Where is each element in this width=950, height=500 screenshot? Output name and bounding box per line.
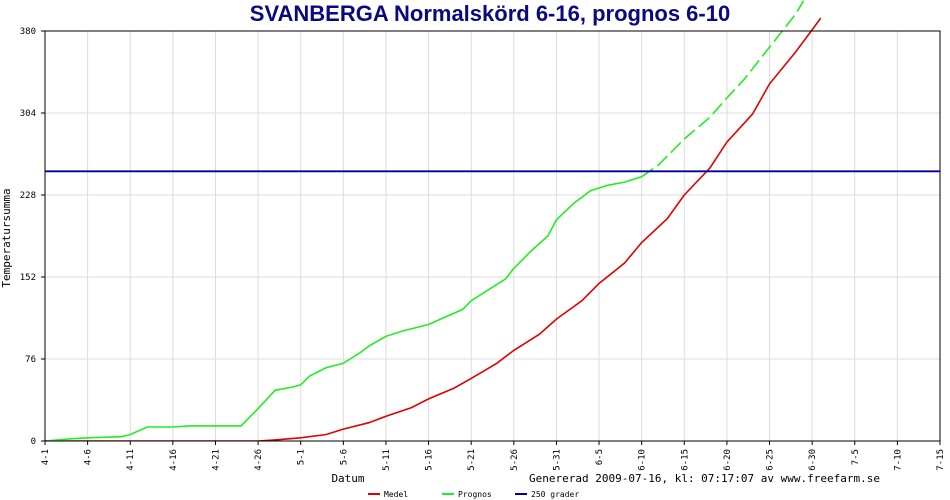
x-tick-label: 7-10: [893, 449, 903, 471]
x-tick-label: 4-1: [41, 449, 51, 465]
x-tick-label: 7-15: [936, 449, 946, 471]
legend-label-prognos: Prognos: [458, 490, 492, 499]
x-tick-label: 5-31: [552, 449, 562, 471]
x-axis-label: Datum: [331, 472, 364, 485]
legend-label-250-grader: 250 grader: [531, 490, 579, 499]
y-tick-labels: 0 76 152 228 304 380: [20, 27, 36, 447]
y-tick-label: 380: [20, 27, 36, 37]
y-tick-label: 304: [20, 109, 36, 119]
x-tick-label: 6-30: [808, 449, 818, 471]
x-tick-label: 6-20: [723, 449, 733, 471]
x-tick-label: 4-6: [84, 449, 94, 465]
footer-text: Genererad 2009-07-16, kl: 07:17:07 av ww…: [529, 472, 880, 485]
x-tick-label: 5-26: [510, 449, 520, 471]
y-tick-label: 152: [20, 273, 36, 283]
x-tick-label: 5-16: [425, 449, 435, 471]
series-line-prognos: [45, 175, 642, 441]
x-tick-label: 4-21: [211, 449, 221, 471]
y-axis-label: Temperatursumma: [0, 188, 13, 287]
axes: [41, 30, 941, 445]
x-tick-label: 5-1: [297, 449, 307, 465]
x-tick-labels: 4-1 4-6 4-11 4-16 4-21 4-26 5-1 5-6 5-11 5-16 5-21…: [41, 449, 946, 471]
y-tick-label: 76: [25, 355, 36, 365]
x-tick-label: 4-16: [169, 449, 179, 471]
x-tick-label: 6-10: [638, 449, 648, 471]
chart-title: SVANBERGA Normalskörd 6-16, prognos 6-10: [250, 1, 730, 26]
plot-frame: [44, 30, 941, 442]
x-tick-label: 6-5: [595, 449, 605, 465]
grid: [44, 30, 941, 442]
x-tick-label: 6-25: [766, 449, 776, 471]
y-tick-label: 228: [20, 191, 36, 201]
y-tick-label: 0: [31, 437, 36, 447]
legend-label-medel: Medel: [384, 490, 408, 499]
series-line-medel: [45, 17, 822, 441]
x-tick-label: 7-5: [851, 449, 861, 465]
x-tick-label: 6-15: [680, 449, 690, 471]
legend: Medel Prognos 250 grader: [368, 490, 579, 499]
series-line-prognos-forecast: [641, 0, 805, 178]
x-tick-label: 5-21: [467, 449, 477, 471]
x-tick-label: 4-11: [126, 449, 136, 471]
series-layer: [45, 0, 940, 441]
x-tick-label: 5-6: [339, 449, 349, 465]
x-tick-label: 4-26: [254, 449, 264, 471]
x-tick-label: 5-11: [382, 449, 392, 471]
